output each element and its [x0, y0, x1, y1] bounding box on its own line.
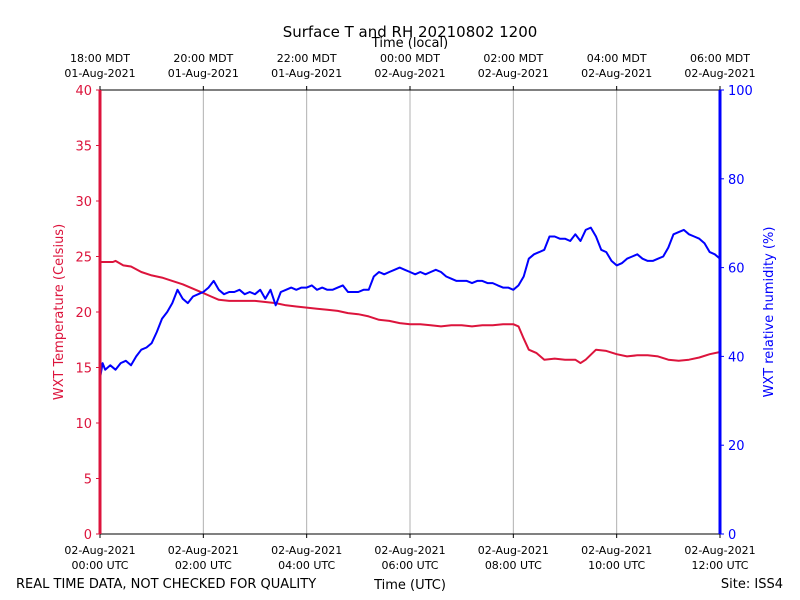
bottom-axis-ticks: 02-Aug-2021 00:00 UTC 02-Aug-2021 02:00 UTC… — [64, 534, 756, 572]
x-tick-label-date: 02-Aug-2021 — [684, 544, 755, 557]
top-tick-label-date: 02-Aug-2021 — [374, 67, 445, 80]
top-axis-ticks: 18:00 MDT 01-Aug-2021 20:00 MDT 01-Aug-2021… — [64, 52, 756, 90]
top-tick-label-time: 22:00 MDT — [277, 52, 337, 65]
axis-spines — [98, 89, 722, 535]
chart-title: Surface T and RH 20210802 1200 — [283, 23, 538, 41]
y-right-tick-label: 100 — [728, 84, 753, 99]
right-axis-ticks: 0 20 40 60 80 100 — [720, 84, 753, 543]
x-tick-label-time: 02:00 UTC — [175, 559, 232, 572]
x-tick-label-date: 02-Aug-2021 — [64, 544, 135, 557]
top-tick-label-date: 01-Aug-2021 — [64, 67, 135, 80]
y-axis-left-label: WXT Temperature (Celsius) — [52, 224, 67, 400]
x-tick-label-time: 06:00 UTC — [381, 559, 438, 572]
y-axis-right-label: WXT relative humidity (%) — [762, 227, 777, 398]
top-tick-label-time: 06:00 MDT — [690, 52, 750, 65]
y-left-tick-label: 5 — [84, 473, 92, 488]
x-tick-label-time: 00:00 UTC — [71, 559, 128, 572]
x-tick-label-time: 12:00 UTC — [691, 559, 748, 572]
y-left-tick-label: 0 — [84, 528, 92, 543]
y-right-tick-label: 0 — [728, 528, 736, 543]
series-line-humidity — [99, 226, 721, 379]
y-left-tick-label: 20 — [75, 306, 92, 321]
vertical-grid — [99, 90, 721, 534]
y-left-tick-label: 25 — [75, 251, 92, 266]
top-tick-label-date: 02-Aug-2021 — [684, 67, 755, 80]
top-tick-label-time: 20:00 MDT — [173, 52, 233, 65]
top-tick-label-date: 01-Aug-2021 — [271, 67, 342, 80]
left-axis-ticks: 0 5 10 15 20 25 30 35 40 — [75, 84, 100, 543]
top-axis-label: Time (local) — [371, 36, 448, 51]
x-tick-label-date: 02-Aug-2021 — [271, 544, 342, 557]
x-tick-label-date: 02-Aug-2021 — [168, 544, 239, 557]
top-tick-label-date: 01-Aug-2021 — [168, 67, 239, 80]
top-tick-label-time: 18:00 MDT — [70, 52, 130, 65]
y-right-tick-label: 20 — [728, 439, 745, 454]
x-tick-label-date: 02-Aug-2021 — [374, 544, 445, 557]
y-left-tick-label: 15 — [75, 362, 92, 377]
top-tick-label-time: 00:00 MDT — [380, 52, 440, 65]
site-label: Site: ISS4 — [721, 577, 783, 592]
quality-disclaimer: REAL TIME DATA, NOT CHECKED FOR QUALITY — [16, 577, 316, 592]
x-tick-label-time: 04:00 UTC — [278, 559, 335, 572]
y-right-tick-label: 40 — [728, 350, 745, 365]
y-left-tick-label: 30 — [75, 195, 92, 210]
y-left-tick-label: 10 — [75, 417, 92, 432]
x-tick-label-date: 02-Aug-2021 — [581, 544, 652, 557]
series-line-temperature — [100, 259, 721, 365]
y-right-tick-label: 60 — [728, 262, 745, 277]
x-tick-label-time: 08:00 UTC — [485, 559, 542, 572]
top-tick-label-time: 04:00 MDT — [587, 52, 647, 65]
y-left-tick-label: 40 — [75, 84, 92, 99]
top-tick-label-time: 02:00 MDT — [483, 52, 543, 65]
x-axis-label: Time (UTC) — [373, 578, 446, 593]
top-tick-label-date: 02-Aug-2021 — [581, 67, 652, 80]
x-tick-label-time: 10:00 UTC — [588, 559, 645, 572]
top-tick-label-date: 02-Aug-2021 — [478, 67, 549, 80]
y-right-tick-label: 80 — [728, 173, 745, 188]
y-left-tick-label: 35 — [75, 140, 92, 155]
x-tick-label-date: 02-Aug-2021 — [478, 544, 549, 557]
